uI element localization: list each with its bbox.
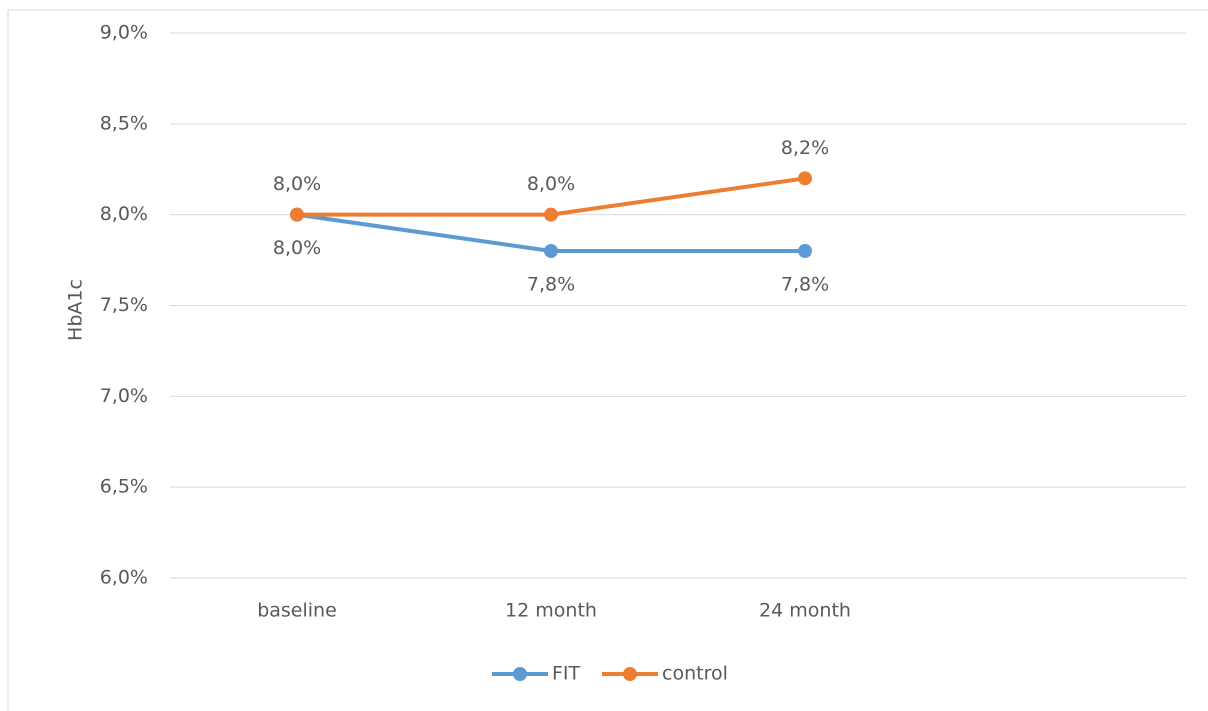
- point: [798, 171, 812, 186]
- point: [798, 244, 812, 258]
- point: [544, 207, 558, 222]
- y-tick-label: 8,5%: [100, 112, 148, 134]
- data-label: 8,0%: [273, 173, 321, 195]
- y-tick-label: 6,0%: [100, 567, 148, 589]
- y-tick-label: 7,5%: [100, 294, 148, 316]
- legend-label: FIT: [552, 663, 581, 685]
- x-tick-label: 12 month: [505, 600, 597, 622]
- y-tick-label: 9,0%: [100, 22, 148, 44]
- point: [544, 244, 558, 258]
- data-label: 8,0%: [527, 173, 575, 195]
- legend-marker: [513, 667, 527, 681]
- data-label: 7,8%: [527, 274, 575, 296]
- data-label: 8,2%: [781, 137, 829, 159]
- x-tick-label: 24 month: [759, 600, 851, 622]
- data-label: 7,8%: [781, 274, 829, 296]
- y-tick-label: 6,5%: [100, 476, 148, 498]
- point: [290, 207, 304, 222]
- y-axis-label: HbA1c: [65, 279, 87, 341]
- x-tick-label: baseline: [257, 600, 337, 622]
- y-tick-label: 8,0%: [100, 203, 148, 225]
- legend-marker: [623, 667, 637, 681]
- y-tick-label: 7,0%: [100, 385, 148, 407]
- data-label: 8,0%: [273, 237, 321, 259]
- legend-label: control: [662, 663, 728, 685]
